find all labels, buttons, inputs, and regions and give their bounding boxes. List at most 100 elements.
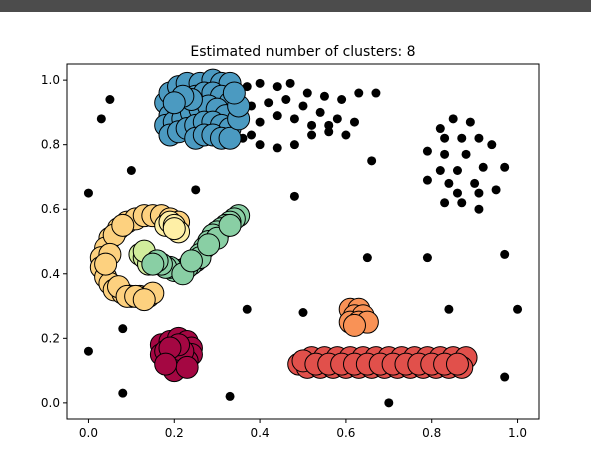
noise-point bbox=[444, 304, 454, 314]
noise-point bbox=[126, 166, 136, 175]
noise-point bbox=[319, 91, 329, 101]
noise-point bbox=[105, 95, 115, 104]
noise-point bbox=[289, 191, 299, 201]
noise-point bbox=[461, 149, 471, 159]
cluster-1-point bbox=[218, 126, 242, 150]
noise-point bbox=[118, 324, 128, 334]
noise-point bbox=[500, 249, 510, 259]
y-tick-label: 0.6 bbox=[41, 202, 60, 216]
cluster-2-point bbox=[132, 288, 156, 312]
y-tick-label: 0.2 bbox=[41, 331, 60, 345]
noise-point bbox=[513, 304, 523, 314]
noise-point bbox=[435, 124, 445, 134]
noise-point bbox=[341, 130, 351, 140]
noise-point bbox=[422, 175, 432, 185]
noise-point bbox=[367, 156, 377, 166]
cluster-8-point bbox=[154, 352, 178, 376]
noise-point bbox=[298, 101, 308, 111]
x-tick-label: 0.2 bbox=[165, 426, 184, 440]
noise-point bbox=[191, 185, 201, 195]
cluster-1-point bbox=[222, 81, 246, 105]
cluster-2-point bbox=[94, 252, 118, 276]
noise-point bbox=[474, 133, 484, 143]
noise-point bbox=[302, 88, 312, 98]
y-tick-label: 0.4 bbox=[41, 267, 60, 281]
noise-point bbox=[281, 95, 291, 104]
noise-point bbox=[474, 204, 484, 214]
noise-point bbox=[470, 178, 480, 188]
noise-point bbox=[474, 188, 484, 198]
x-axis: 0.0 0.2 0.4 0.6 0.8 1.0 bbox=[79, 419, 527, 440]
y-axis: 0.0 0.2 0.4 0.6 0.8 1.0 bbox=[41, 73, 67, 410]
noise-point bbox=[422, 253, 432, 263]
cluster-3-point bbox=[162, 217, 186, 241]
noise-point bbox=[307, 120, 317, 130]
noise-point bbox=[272, 143, 282, 153]
noise-point bbox=[422, 146, 432, 156]
noise-point bbox=[324, 120, 334, 130]
noise-point bbox=[384, 398, 394, 408]
x-tick-label: 0.4 bbox=[251, 426, 270, 440]
noise-point bbox=[247, 130, 257, 140]
noise-point bbox=[354, 88, 364, 98]
y-tick-label: 1.0 bbox=[41, 73, 60, 87]
noise-point bbox=[289, 140, 299, 150]
cluster-5-point bbox=[218, 213, 242, 237]
noise-point bbox=[362, 253, 372, 263]
noise-point bbox=[298, 308, 308, 317]
noise-point bbox=[457, 198, 467, 208]
noise-point bbox=[371, 88, 381, 98]
cluster-5-point bbox=[197, 233, 221, 257]
cluster-points-layer bbox=[89, 68, 478, 383]
cluster-2-point bbox=[111, 213, 135, 237]
noise-point bbox=[444, 178, 454, 188]
noise-point bbox=[255, 117, 265, 127]
noise-point bbox=[491, 185, 501, 195]
noise-point bbox=[307, 130, 317, 140]
noise-point bbox=[465, 117, 475, 127]
cluster-7-point bbox=[445, 352, 469, 376]
plot-area-frame bbox=[66, 63, 540, 420]
noise-point bbox=[315, 107, 325, 117]
window-top-bar bbox=[0, 0, 591, 12]
x-tick-label: 1.0 bbox=[508, 426, 527, 440]
x-tick-label: 0.0 bbox=[79, 426, 98, 440]
noise-point bbox=[324, 127, 334, 137]
cluster-1-point bbox=[162, 91, 186, 115]
cluster-5-point bbox=[179, 249, 203, 273]
noise-point bbox=[452, 166, 462, 175]
noise-point bbox=[337, 95, 347, 104]
noise-point bbox=[487, 140, 497, 150]
cluster-8-point bbox=[175, 355, 199, 379]
noise-point bbox=[349, 117, 359, 127]
noise-point bbox=[478, 162, 488, 172]
noise-point bbox=[440, 198, 450, 208]
noise-point bbox=[440, 133, 450, 143]
noise-point bbox=[255, 78, 265, 88]
chart-title: Estimated number of clusters: 8 bbox=[190, 44, 415, 60]
noise-point bbox=[272, 111, 282, 121]
noise-point bbox=[285, 78, 295, 88]
noise-point bbox=[264, 98, 274, 108]
cluster-5-point bbox=[141, 252, 165, 276]
x-tick-label: 0.8 bbox=[422, 426, 441, 440]
noise-point bbox=[289, 114, 299, 124]
noise-point bbox=[435, 166, 445, 175]
noise-point bbox=[83, 346, 93, 356]
noise-point bbox=[500, 372, 510, 382]
noise-point bbox=[118, 388, 128, 398]
cluster-6-point bbox=[342, 313, 366, 337]
noise-point bbox=[332, 114, 342, 124]
x-tick-label: 0.6 bbox=[336, 426, 355, 440]
noise-point bbox=[225, 391, 235, 401]
noise-point bbox=[440, 149, 450, 159]
y-tick-label: 0.8 bbox=[41, 138, 60, 152]
noise-point bbox=[83, 188, 93, 198]
noise-point bbox=[242, 304, 252, 314]
noise-point bbox=[457, 133, 467, 143]
noise-point bbox=[448, 114, 458, 124]
noise-point bbox=[255, 140, 265, 150]
noise-point bbox=[96, 114, 106, 124]
noise-point bbox=[272, 82, 282, 92]
